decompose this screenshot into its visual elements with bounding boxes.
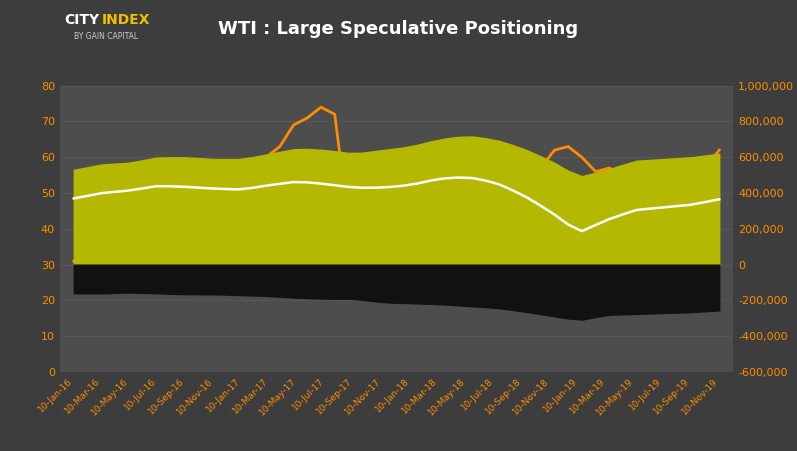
Text: WTI : Large Speculative Positioning: WTI : Large Speculative Positioning — [218, 20, 579, 38]
Text: CITY: CITY — [64, 13, 99, 28]
Text: INDEX: INDEX — [102, 13, 151, 28]
Text: BY GAIN CAPITAL: BY GAIN CAPITAL — [74, 32, 138, 41]
